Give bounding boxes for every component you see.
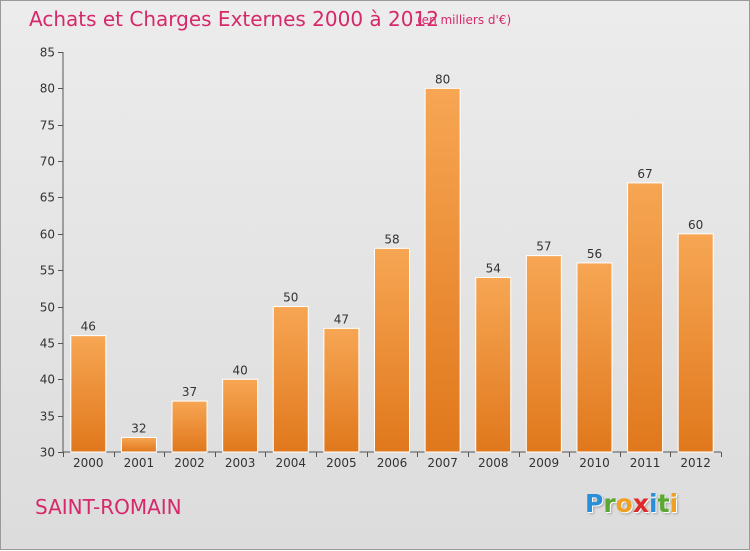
bar-value-label: 57 xyxy=(536,240,551,254)
x-tick-label: 2005 xyxy=(326,456,357,470)
proxiti-logo: Proxiti xyxy=(585,489,678,518)
bar xyxy=(272,306,309,453)
logo-letter: r xyxy=(603,489,616,518)
logo-letter: o xyxy=(615,489,633,518)
bar-value-label: 56 xyxy=(587,247,602,261)
chart-axes: 30 35 40 45 50 55 60 65 70 75 80 85 xyxy=(40,46,722,460)
bar xyxy=(627,182,664,453)
bar xyxy=(576,262,613,453)
x-tick-label: 2007 xyxy=(427,456,458,470)
y-tick-label: 85 xyxy=(40,46,55,60)
y-tick-label: 55 xyxy=(40,264,55,278)
bar-value-label: 37 xyxy=(182,385,197,399)
x-tick-label: 2010 xyxy=(579,456,610,470)
logo-letter: i xyxy=(669,489,679,518)
logo-letter: P xyxy=(585,489,604,518)
y-tick-label: 65 xyxy=(40,191,55,205)
y-tick-label: 35 xyxy=(40,410,55,424)
y-tick-label: 60 xyxy=(40,228,55,242)
bar-value-label: 32 xyxy=(131,421,146,435)
bar-value-label: 80 xyxy=(435,72,450,86)
y-tick-label: 75 xyxy=(40,119,55,133)
chart-subtitle: (en milliers d'€) xyxy=(417,13,512,27)
bar-value-label: 47 xyxy=(334,312,349,326)
y-tick-label: 45 xyxy=(40,337,55,351)
bar-value-label: 54 xyxy=(486,261,501,275)
bar-value-label: 46 xyxy=(81,320,96,334)
x-tick-label: 2002 xyxy=(174,456,205,470)
bar xyxy=(525,255,562,453)
bar xyxy=(222,378,259,453)
x-tick-label: 2011 xyxy=(630,456,661,470)
x-tick-label: 2004 xyxy=(275,456,306,470)
y-tick-label: 50 xyxy=(40,301,55,315)
x-tick-label: 2000 xyxy=(73,456,104,470)
y-tick-label: 70 xyxy=(40,155,55,169)
x-tick-label: 2001 xyxy=(124,456,155,470)
bar xyxy=(475,276,512,453)
bar xyxy=(424,87,461,453)
chart-labels: 46 2000 32 2001 37 2002 40 2003 50 2004 47 2005 58 20… xyxy=(73,72,711,470)
bar xyxy=(70,335,107,453)
x-tick-label: 2008 xyxy=(478,456,509,470)
bar-value-label: 60 xyxy=(688,218,703,232)
logo-letter: x xyxy=(632,489,649,518)
bar-value-label: 50 xyxy=(283,291,298,305)
y-tick-label: 80 xyxy=(40,82,55,96)
bar xyxy=(171,400,208,453)
place-name: SAINT-ROMAIN xyxy=(35,495,182,519)
bar xyxy=(120,436,157,453)
x-tick-label: 2003 xyxy=(225,456,256,470)
x-tick-label: 2006 xyxy=(377,456,408,470)
logo-letter: i xyxy=(649,489,658,518)
chart-bars xyxy=(70,87,714,453)
x-tick-label: 2009 xyxy=(529,456,560,470)
bar xyxy=(323,327,360,453)
y-tick-label: 30 xyxy=(40,446,55,460)
bar-value-label: 67 xyxy=(637,167,652,181)
bar xyxy=(677,233,714,453)
bar-value-label: 58 xyxy=(384,232,399,246)
y-tick-label: 40 xyxy=(40,373,55,387)
bar-value-label: 40 xyxy=(233,363,248,377)
chart-title: Achats et Charges Externes 2000 à 2012 xyxy=(29,7,439,31)
logo-letter: t xyxy=(657,489,670,518)
bar xyxy=(374,247,410,453)
x-tick-label: 2012 xyxy=(680,456,711,470)
